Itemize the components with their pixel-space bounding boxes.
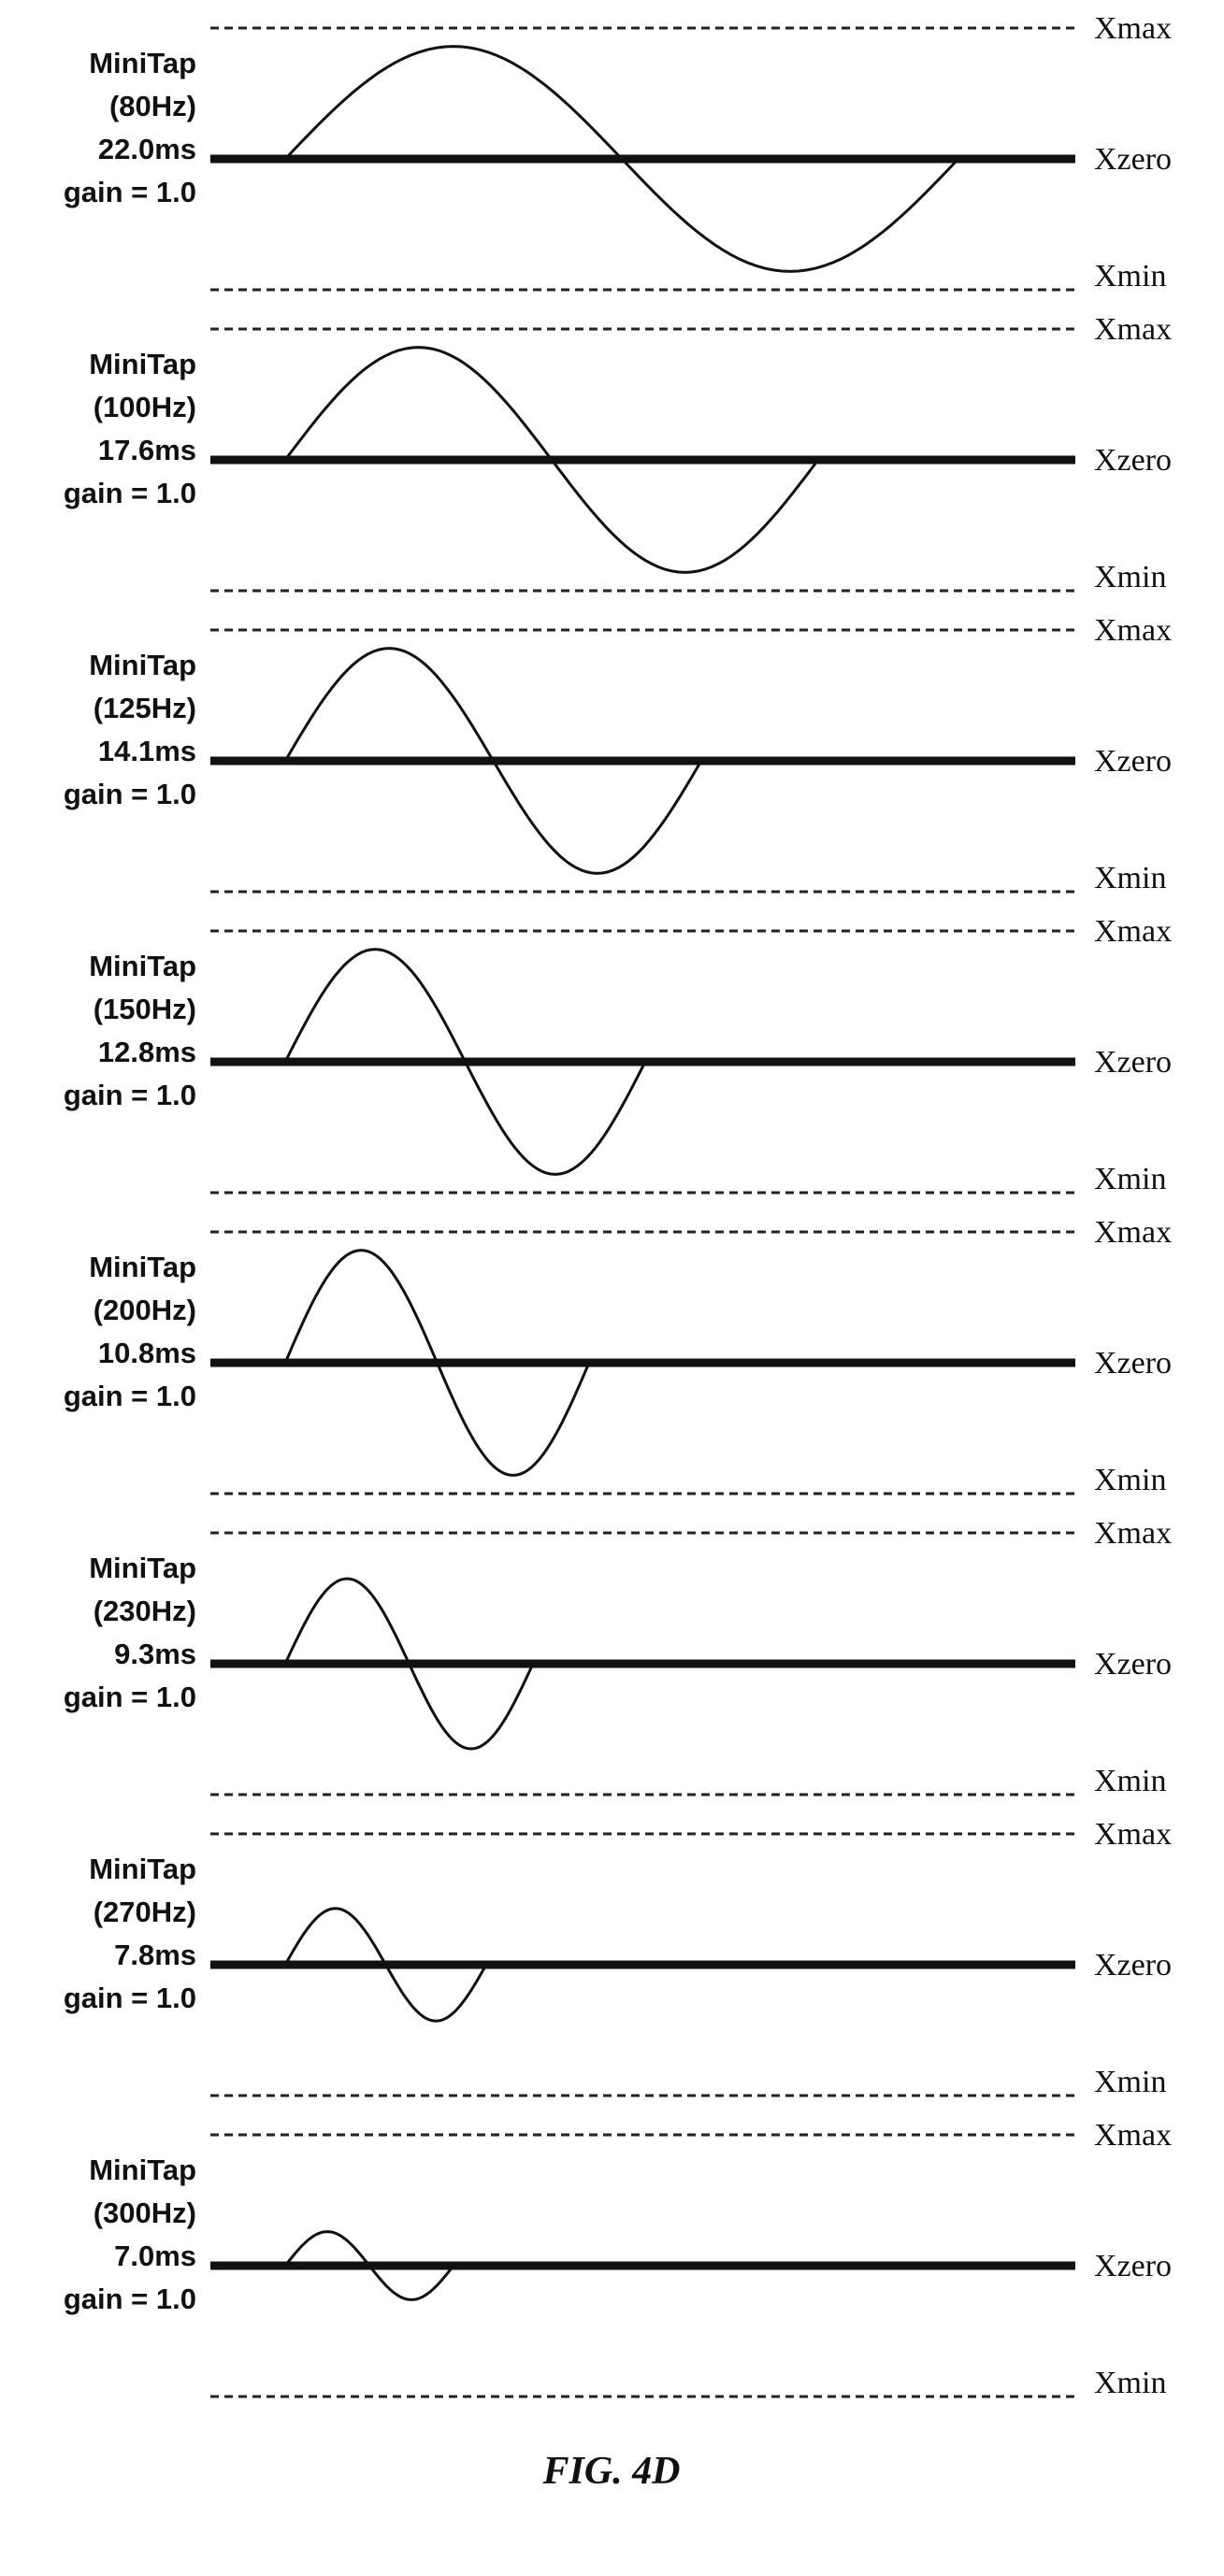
- waveform-curve: [283, 346, 820, 574]
- panel-gain-label: gain = 1.0: [64, 1380, 196, 1412]
- figure-caption: FIG. 4D: [541, 2450, 680, 2493]
- panel-gain-label: gain = 1.0: [64, 176, 196, 208]
- waveform-curve: [283, 1577, 535, 1751]
- xmax-label: Xmax: [1094, 1215, 1172, 1250]
- xmin-label: Xmin: [1094, 861, 1166, 895]
- xmin-label: Xmin: [1094, 2065, 1166, 2099]
- waveform-panels: Xmax Xzero Xmin MiniTap (80Hz) 22.0ms gain = 1…: [64, 11, 1172, 2400]
- xzero-label: Xzero: [1094, 443, 1172, 478]
- panel-gain-label: gain = 1.0: [64, 778, 196, 810]
- xmin-label: Xmin: [1094, 1463, 1166, 1497]
- panel-gain-label: gain = 1.0: [64, 1681, 196, 1713]
- waveform-curve: [283, 2230, 455, 2301]
- panel-frequency-label: (100Hz): [94, 391, 196, 423]
- panel-duration-label: 22.0ms: [98, 133, 196, 165]
- waveform-curve: [283, 647, 703, 875]
- waveform-panel: Xmax Xzero Xmin MiniTap (80Hz) 22.0ms gain = 1…: [64, 11, 1172, 293]
- xzero-label: Xzero: [1094, 2249, 1172, 2283]
- xmax-label: Xmax: [1094, 312, 1172, 347]
- xmin-label: Xmin: [1094, 560, 1166, 594]
- panel-frequency-label: (80Hz): [109, 90, 196, 122]
- panel-frequency-label: (300Hz): [94, 2197, 196, 2229]
- panel-name-label: MiniTap: [89, 1251, 196, 1283]
- waveform-curve: [283, 1249, 591, 1477]
- panel-frequency-label: (125Hz): [94, 692, 196, 724]
- xzero-label: Xzero: [1094, 1948, 1172, 1982]
- xmax-label: Xmax: [1094, 914, 1172, 949]
- panel-duration-label: 14.1ms: [98, 735, 196, 767]
- panel-name-label: MiniTap: [89, 1552, 196, 1584]
- panel-gain-label: gain = 1.0: [64, 1079, 196, 1111]
- panel-frequency-label: (200Hz): [94, 1294, 196, 1326]
- waveform-panel: Xmax Xzero Xmin MiniTap (200Hz) 10.8ms gain = …: [64, 1215, 1172, 1497]
- panel-duration-label: 7.0ms: [114, 2240, 196, 2272]
- panel-gain-label: gain = 1.0: [64, 1982, 196, 2014]
- panel-name-label: MiniTap: [89, 649, 196, 681]
- xmax-label: Xmax: [1094, 11, 1172, 46]
- xzero-label: Xzero: [1094, 1647, 1172, 1682]
- panel-frequency-label: (230Hz): [94, 1595, 196, 1627]
- xmin-label: Xmin: [1094, 1764, 1166, 1798]
- panel-gain-label: gain = 1.0: [64, 2283, 196, 2315]
- xmax-label: Xmax: [1094, 2118, 1172, 2153]
- xmin-label: Xmin: [1094, 1162, 1166, 1196]
- xzero-label: Xzero: [1094, 1045, 1172, 1080]
- waveform-panel: Xmax Xzero Xmin MiniTap (230Hz) 9.3ms gain = 1…: [64, 1516, 1172, 1798]
- panel-name-label: MiniTap: [89, 950, 196, 982]
- panel-duration-label: 12.8ms: [98, 1036, 196, 1068]
- xzero-label: Xzero: [1094, 142, 1172, 177]
- waveform-panel: Xmax Xzero Xmin MiniTap (100Hz) 17.6ms gain = …: [64, 312, 1172, 594]
- panel-name-label: MiniTap: [89, 348, 196, 380]
- xmax-label: Xmax: [1094, 1516, 1172, 1551]
- panel-duration-label: 7.8ms: [114, 1939, 196, 1971]
- waveform-curve: [283, 45, 960, 273]
- waveform-curve: [283, 948, 647, 1176]
- panel-duration-label: 10.8ms: [98, 1337, 196, 1369]
- panel-name-label: MiniTap: [89, 47, 196, 79]
- xzero-label: Xzero: [1094, 744, 1172, 779]
- xmax-label: Xmax: [1094, 1817, 1172, 1852]
- waveform-panel: Xmax Xzero Xmin MiniTap (300Hz) 7.0ms gain = 1…: [64, 2118, 1172, 2400]
- panel-duration-label: 9.3ms: [114, 1638, 196, 1670]
- waveform-panel: Xmax Xzero Xmin MiniTap (125Hz) 14.1ms gain = …: [64, 613, 1172, 895]
- panel-name-label: MiniTap: [89, 2154, 196, 2186]
- xmin-label: Xmin: [1094, 259, 1166, 293]
- waveform-curve: [283, 1907, 488, 2023]
- panel-duration-label: 17.6ms: [98, 434, 196, 466]
- xmin-label: Xmin: [1094, 2366, 1166, 2400]
- panel-frequency-label: (150Hz): [94, 993, 196, 1025]
- xzero-label: Xzero: [1094, 1346, 1172, 1381]
- waveform-panel: Xmax Xzero Xmin MiniTap (270Hz) 7.8ms gain = 1…: [64, 1817, 1172, 2099]
- waveform-panel: Xmax Xzero Xmin MiniTap (150Hz) 12.8ms gain = …: [64, 914, 1172, 1196]
- panel-name-label: MiniTap: [89, 1853, 196, 1885]
- xmax-label: Xmax: [1094, 613, 1172, 648]
- panel-gain-label: gain = 1.0: [64, 477, 196, 509]
- panel-frequency-label: (270Hz): [94, 1896, 196, 1928]
